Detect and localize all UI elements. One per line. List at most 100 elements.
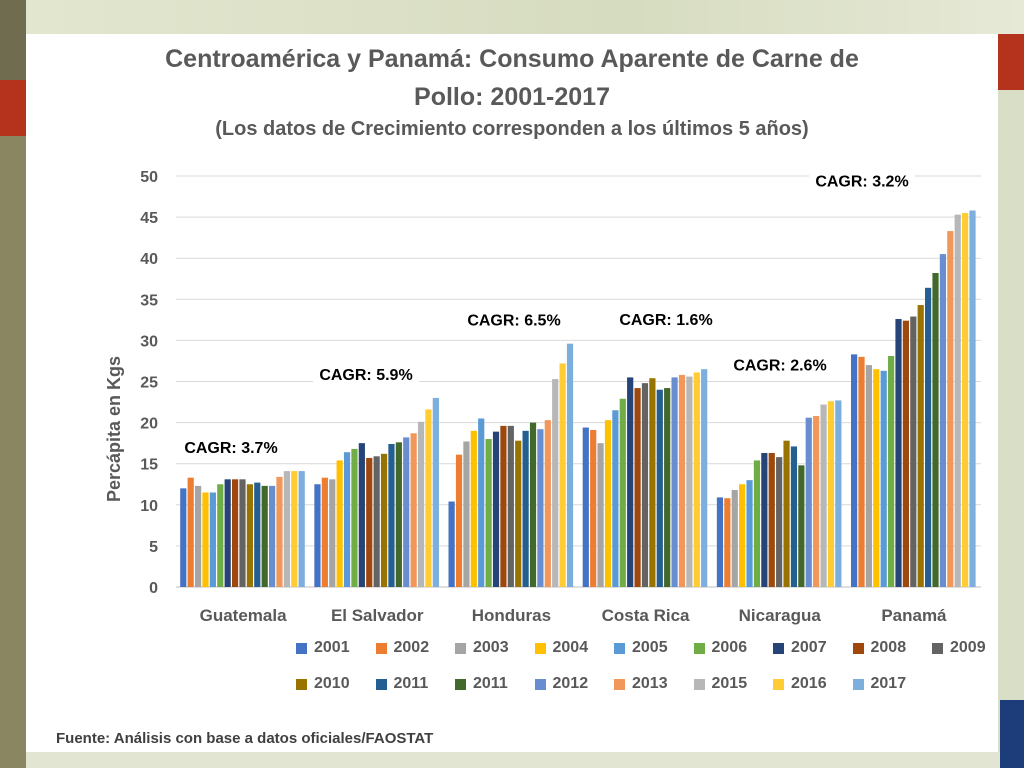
bar — [298, 471, 305, 587]
cagr-annotation: CAGR: 5.9% — [319, 367, 412, 384]
bar — [597, 443, 604, 587]
legend-label: 2011 — [473, 675, 508, 692]
legend-item: 2009 — [932, 638, 986, 658]
bar — [880, 370, 887, 587]
bar — [783, 440, 790, 587]
y-tick-label: 20 — [140, 416, 158, 433]
bar — [515, 440, 522, 587]
bar — [366, 457, 373, 587]
chart-title-line1: Centroamérica y Panamá: Consumo Aparente… — [165, 45, 859, 73]
bar — [500, 425, 507, 587]
bar — [590, 429, 597, 587]
bar — [701, 369, 708, 587]
bar — [448, 501, 455, 587]
legend-swatch — [296, 678, 307, 690]
bar — [798, 465, 805, 587]
bar — [858, 356, 865, 587]
legend-item: 2002 — [375, 638, 429, 658]
chart-subtitle: (Los datos de Crecimiento corresponden a… — [215, 118, 809, 140]
legend-swatch — [773, 642, 784, 654]
bar — [321, 477, 328, 587]
y-tick-label: 5 — [149, 539, 158, 556]
bar — [410, 433, 417, 587]
bar — [403, 437, 410, 587]
y-tick-label: 30 — [140, 333, 158, 350]
legend-label: 2016 — [791, 675, 827, 692]
legend-item: 2001 — [296, 638, 350, 658]
bar — [261, 485, 268, 587]
bar — [417, 421, 425, 587]
bar — [925, 287, 932, 587]
legend-label: 2013 — [632, 675, 668, 692]
bar — [559, 363, 566, 587]
legend-swatch — [375, 678, 387, 690]
bar — [627, 377, 634, 587]
legend-label: 2004 — [552, 639, 589, 656]
legend-label: 2001 — [314, 639, 350, 656]
legend-swatch — [852, 642, 864, 654]
y-tick-label: 50 — [140, 169, 158, 186]
bar-chart: 0 5 10 15 20 25 30 35 40 45 50 Guatemala El Salvado… — [140, 164, 981, 625]
source-note: Fuente: Análisis con base a datos oficia… — [56, 730, 434, 747]
bar — [895, 319, 902, 587]
bar — [604, 420, 612, 587]
y-tick-label: 0 — [149, 580, 158, 597]
bar — [246, 484, 253, 587]
legend-swatch — [455, 642, 466, 654]
bar — [851, 354, 858, 587]
legend-item: 2015 — [693, 674, 748, 694]
legend-label: 2006 — [711, 639, 748, 656]
annotation-box — [613, 303, 719, 334]
bar — [805, 417, 812, 587]
bar — [373, 456, 380, 587]
bar — [507, 425, 514, 587]
background-bottom-band — [26, 752, 1000, 768]
bar — [641, 383, 649, 587]
bar — [463, 441, 470, 587]
bar — [194, 485, 202, 587]
slide-card: Centroamérica y Panamá: Consumo Aparente… — [26, 34, 998, 752]
legend-item: 2004 — [534, 638, 589, 658]
bar — [291, 471, 298, 587]
cagr-annotation: CAGR: 6.5% — [467, 313, 560, 330]
y-tick-label: 35 — [140, 292, 158, 309]
bar — [351, 448, 358, 587]
bar — [888, 356, 895, 587]
legend-swatch — [693, 678, 705, 690]
legend-label: 2005 — [632, 639, 668, 656]
legend-swatch — [773, 678, 784, 690]
legend-item: 2011 — [375, 674, 428, 694]
bar — [716, 497, 724, 587]
legend-item: 2010 — [296, 674, 350, 694]
bar — [529, 422, 537, 587]
y-tick-label: 45 — [140, 210, 158, 227]
bars — [180, 210, 976, 588]
bar — [649, 378, 656, 587]
y-axis-ticks: 0 5 10 15 20 25 30 35 40 45 50 — [140, 169, 158, 597]
bar — [358, 443, 365, 587]
bar — [239, 479, 246, 587]
legend-label: 2008 — [870, 639, 907, 656]
bar — [820, 404, 827, 587]
bar — [395, 442, 402, 587]
bar — [268, 485, 276, 587]
x-category-label: Guatemala — [200, 606, 287, 625]
legend-item: 2006 — [693, 638, 748, 658]
bar — [634, 388, 641, 587]
bar — [947, 231, 954, 587]
legend-swatch — [852, 678, 864, 690]
bar — [522, 430, 529, 587]
annotation-box — [727, 348, 833, 379]
cagr-annotation: CAGR: 3.7% — [184, 440, 277, 457]
annotation-box — [461, 303, 567, 334]
legend-swatch — [614, 678, 625, 690]
legend-item: 2017 — [852, 674, 906, 694]
x-category-label: Nicaragua — [739, 606, 822, 625]
bar — [753, 460, 761, 587]
bar — [724, 498, 731, 587]
bar — [425, 409, 432, 587]
background-right-accent — [998, 34, 1024, 90]
bar — [566, 343, 574, 587]
bar — [455, 454, 463, 587]
legend-label: 2015 — [711, 675, 748, 692]
